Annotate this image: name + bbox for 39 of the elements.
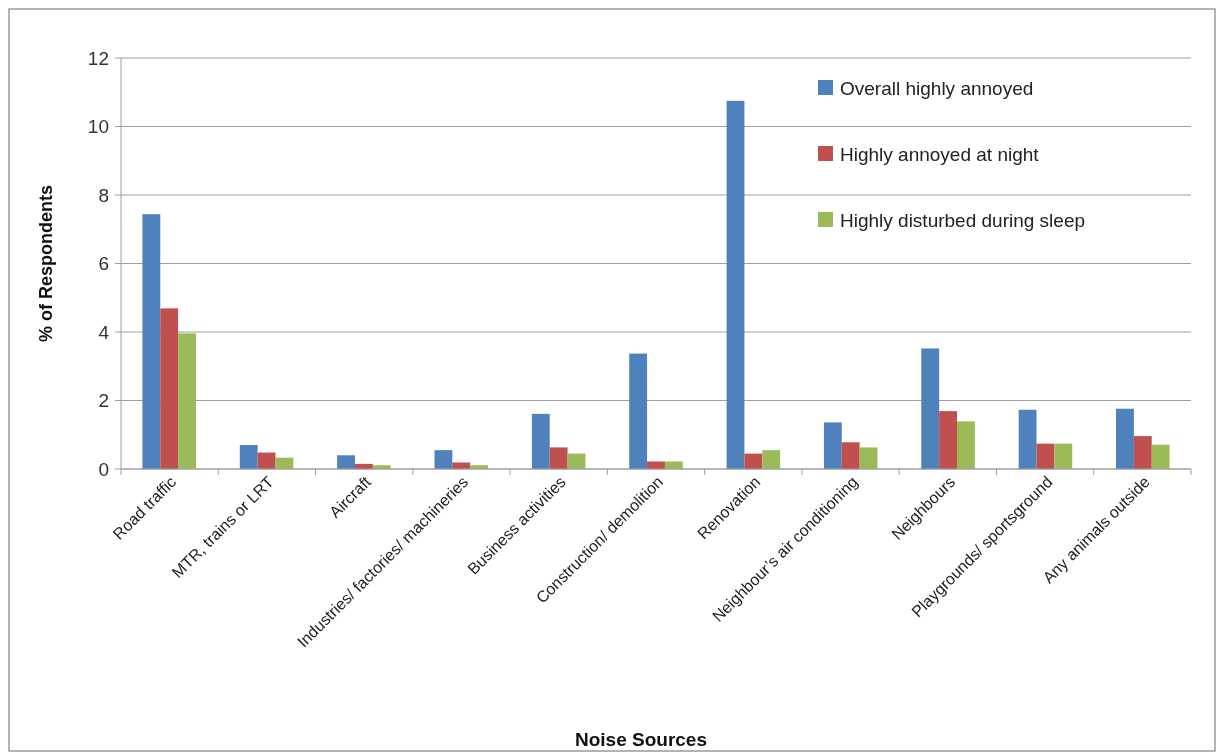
y-tick-label: 6: [98, 253, 109, 275]
bar: [1116, 408, 1134, 469]
bar: [744, 453, 763, 469]
bar: [1151, 444, 1170, 469]
legend-label: Highly annoyed at night: [840, 143, 1040, 165]
bar: [664, 461, 683, 469]
legend-label: Overall highly annoyed: [840, 77, 1034, 99]
bar: [337, 455, 355, 469]
legend-label: Highly disturbed during sleep: [840, 209, 1086, 231]
bar: [1018, 409, 1037, 469]
y-axis-title: % of Respondents: [36, 184, 56, 343]
bar: [531, 413, 550, 469]
bar: [142, 214, 161, 469]
y-tick-label: 12: [87, 47, 109, 69]
bar: [939, 411, 958, 469]
bar: [239, 445, 258, 469]
bar: [629, 353, 648, 469]
bar: [160, 308, 179, 469]
bar: [647, 461, 665, 469]
bar: [957, 421, 975, 469]
bar: [1036, 443, 1055, 469]
bar: [434, 450, 453, 469]
bar: [1054, 443, 1073, 469]
bar: [859, 447, 878, 469]
x-axis-title: Noise Sources: [575, 729, 707, 750]
bar: [921, 348, 940, 469]
y-tick-label: 0: [98, 458, 109, 480]
y-tick-label: 2: [98, 390, 109, 412]
bar: [762, 450, 781, 469]
bar: [841, 442, 860, 469]
bar: [178, 333, 196, 469]
bar: [452, 462, 471, 469]
bar: [549, 447, 568, 469]
bar: [1133, 436, 1152, 469]
y-tick-label: 10: [87, 116, 109, 138]
y-tick-label: 8: [98, 184, 109, 206]
y-tick-label: 4: [98, 321, 110, 343]
bar: [823, 422, 842, 469]
bar: [726, 100, 745, 469]
